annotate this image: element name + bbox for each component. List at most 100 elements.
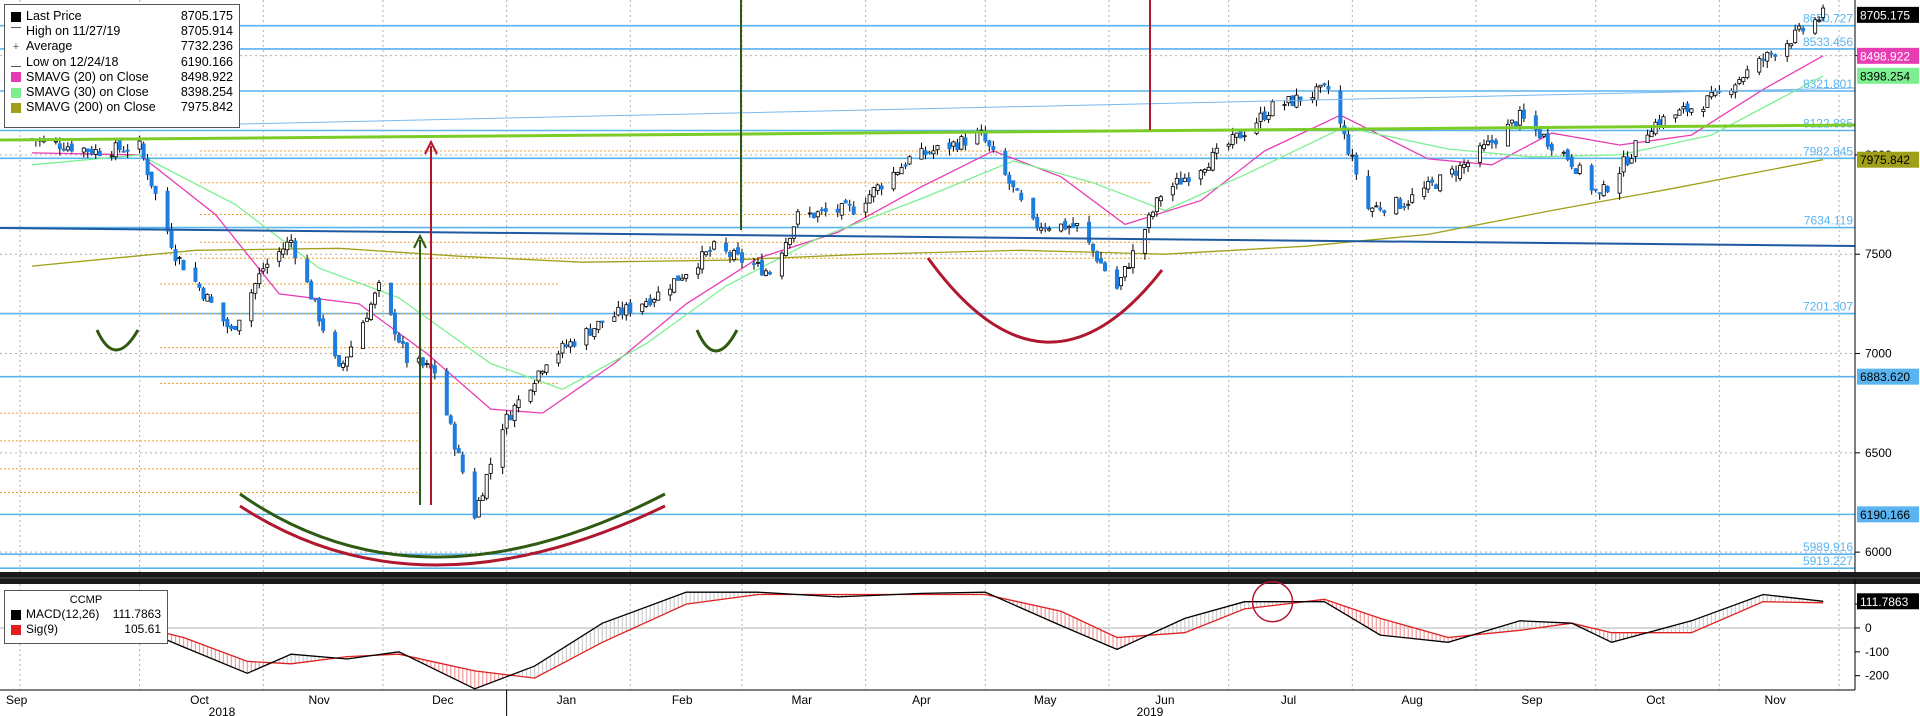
legend-item: SMAVG (20) on Close 8498.922	[11, 70, 233, 85]
candle-body	[568, 341, 573, 348]
candle-body	[205, 294, 210, 302]
candle-body	[823, 208, 828, 212]
cup-arc-red	[239, 504, 666, 567]
candle-body	[233, 325, 238, 331]
candle-body	[1318, 84, 1323, 88]
low-marker-icon	[11, 57, 21, 68]
candle-body	[317, 298, 322, 322]
candle-body	[125, 149, 130, 152]
last-price-swatch	[11, 11, 21, 22]
price-badge	[1857, 6, 1919, 23]
candle-body	[763, 270, 768, 276]
candle-body	[1629, 158, 1634, 164]
crossover-circle	[1251, 580, 1294, 623]
price-badge-label: 8705.175	[1860, 8, 1910, 22]
candle-body	[1673, 114, 1678, 119]
candle-body	[1821, 7, 1826, 18]
candle-body	[281, 248, 286, 255]
macd-tick-label: -100	[1865, 645, 1889, 659]
candle-body	[1258, 112, 1263, 122]
candle-body	[265, 263, 270, 268]
candle-body	[755, 261, 760, 264]
candle-body	[1031, 197, 1036, 219]
candle-body	[1797, 25, 1802, 30]
month-label: Jul	[1281, 693, 1296, 707]
candle-body	[708, 250, 713, 252]
candle-body	[1605, 185, 1610, 193]
sma20-swatch	[11, 72, 21, 83]
candle-body	[991, 146, 996, 151]
legend-item: Sig(9) 105.61	[11, 622, 161, 637]
candle-body	[293, 240, 298, 258]
candle-body	[1174, 178, 1179, 185]
price-badge	[1857, 47, 1919, 64]
candle-body	[867, 194, 872, 204]
price-badge-label: 6190.166	[1860, 508, 1910, 522]
macd-badge-label: 111.7863	[1860, 595, 1909, 609]
candle-body	[337, 355, 342, 367]
candle-body	[69, 143, 74, 152]
candle-body	[444, 370, 449, 416]
fib-level-label: 8122.885	[1803, 117, 1853, 131]
month-label: Nov	[308, 693, 329, 707]
arrow-head-icon	[413, 233, 427, 249]
candle-body	[644, 301, 649, 307]
candle-body	[1485, 140, 1490, 145]
candle-body	[1793, 29, 1798, 43]
candle-body	[372, 292, 377, 305]
candle-body	[1182, 177, 1187, 183]
candle-body	[767, 271, 772, 275]
candle-body	[1039, 227, 1044, 231]
candle-body	[452, 423, 457, 450]
fib-level-label: 5919.227	[1803, 554, 1853, 568]
candle-body	[89, 148, 94, 155]
candle-body	[53, 140, 58, 143]
candle-body	[1142, 229, 1147, 254]
candle-body	[1549, 144, 1554, 151]
candle-body	[361, 322, 366, 350]
small-arc-green	[95, 329, 140, 352]
candle-body	[863, 202, 868, 213]
candle-body	[1745, 69, 1750, 79]
legend-item: High on 11/27/19 8705.914	[11, 24, 233, 39]
candle-body	[321, 318, 326, 331]
candle-body	[556, 353, 561, 364]
candle-body	[1517, 110, 1522, 126]
moving-averages	[31, 55, 1824, 414]
sma200-swatch	[11, 102, 21, 113]
candle-body	[1067, 225, 1072, 229]
candle-body	[1075, 223, 1080, 226]
candle-body	[871, 187, 876, 198]
candle-body	[1234, 132, 1239, 138]
candle-body	[1114, 269, 1119, 289]
candle-body	[1466, 162, 1471, 168]
price-badge	[1857, 506, 1919, 523]
candle-body	[1489, 139, 1494, 143]
candle-body	[1430, 179, 1435, 183]
candle-body	[1122, 266, 1127, 278]
upper-channel-line	[239, 87, 1856, 125]
candle-body	[656, 291, 661, 301]
candle-body	[1226, 143, 1231, 147]
month-label: Jun	[1155, 693, 1174, 707]
candle-body	[1398, 198, 1403, 209]
candle-body	[807, 212, 812, 215]
candle-body	[1154, 197, 1159, 212]
candle-body	[1729, 90, 1734, 96]
candle-body	[1645, 134, 1650, 143]
candle-body	[368, 303, 373, 320]
candle-body	[736, 247, 741, 255]
price-badges: 8705.175 8498.922 8398.254 7975.842 6883.620…	[1857, 6, 1919, 523]
price-axis: 600065007000750080008500	[1854, 0, 1892, 572]
candle-body	[959, 136, 964, 150]
cup-arc-green	[239, 492, 666, 559]
candle-body	[879, 185, 884, 190]
candle-body	[1541, 133, 1546, 137]
candle-body	[947, 142, 952, 150]
candle-body	[113, 142, 118, 158]
legend-item: MACD(12,26) 111.7863	[11, 607, 161, 622]
candle-body	[1366, 175, 1371, 209]
price-badge-label: 8498.922	[1860, 49, 1910, 63]
candle-body	[400, 341, 405, 344]
candle-body	[1561, 151, 1566, 154]
